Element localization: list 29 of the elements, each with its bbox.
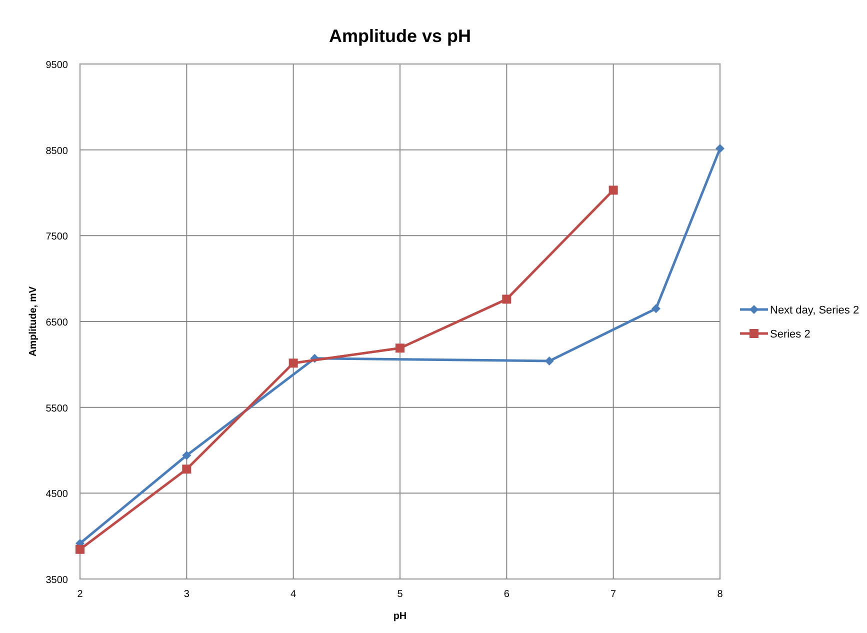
y-tick-label: 4500 <box>46 489 68 500</box>
point <box>288 358 298 368</box>
point <box>182 464 192 474</box>
y-tick-label: 7500 <box>46 232 68 243</box>
point <box>608 186 618 195</box>
x-tick-label: 2 <box>77 589 84 600</box>
y-tick-label: 3500 <box>46 575 68 586</box>
x-tick-label: 6 <box>504 589 510 600</box>
y-tick-label: 5500 <box>46 403 68 414</box>
point <box>396 344 404 353</box>
point <box>182 450 192 460</box>
point <box>76 544 84 554</box>
y-tick-label: 9500 <box>46 60 68 71</box>
point <box>544 356 554 366</box>
x-tick-label: 8 <box>717 589 724 600</box>
legend-label: Next day, Series 2 <box>770 304 860 316</box>
y-axis-title: Amplitude, mV <box>28 286 39 357</box>
legend-label: Series 2 <box>770 328 810 340</box>
x-tick-label: 5 <box>397 589 404 600</box>
y-tick-label: 6500 <box>46 318 68 328</box>
chart-title: Amplitude vs pH <box>328 26 472 46</box>
x-tick-label: 4 <box>290 589 297 600</box>
point <box>652 304 660 314</box>
point <box>502 294 512 304</box>
x-tick-label: 7 <box>610 589 617 600</box>
x-tick-label: 3 <box>184 589 190 600</box>
y-tick-label: 8500 <box>46 146 68 157</box>
x-axis-title: pH <box>393 611 407 622</box>
point <box>716 144 724 154</box>
